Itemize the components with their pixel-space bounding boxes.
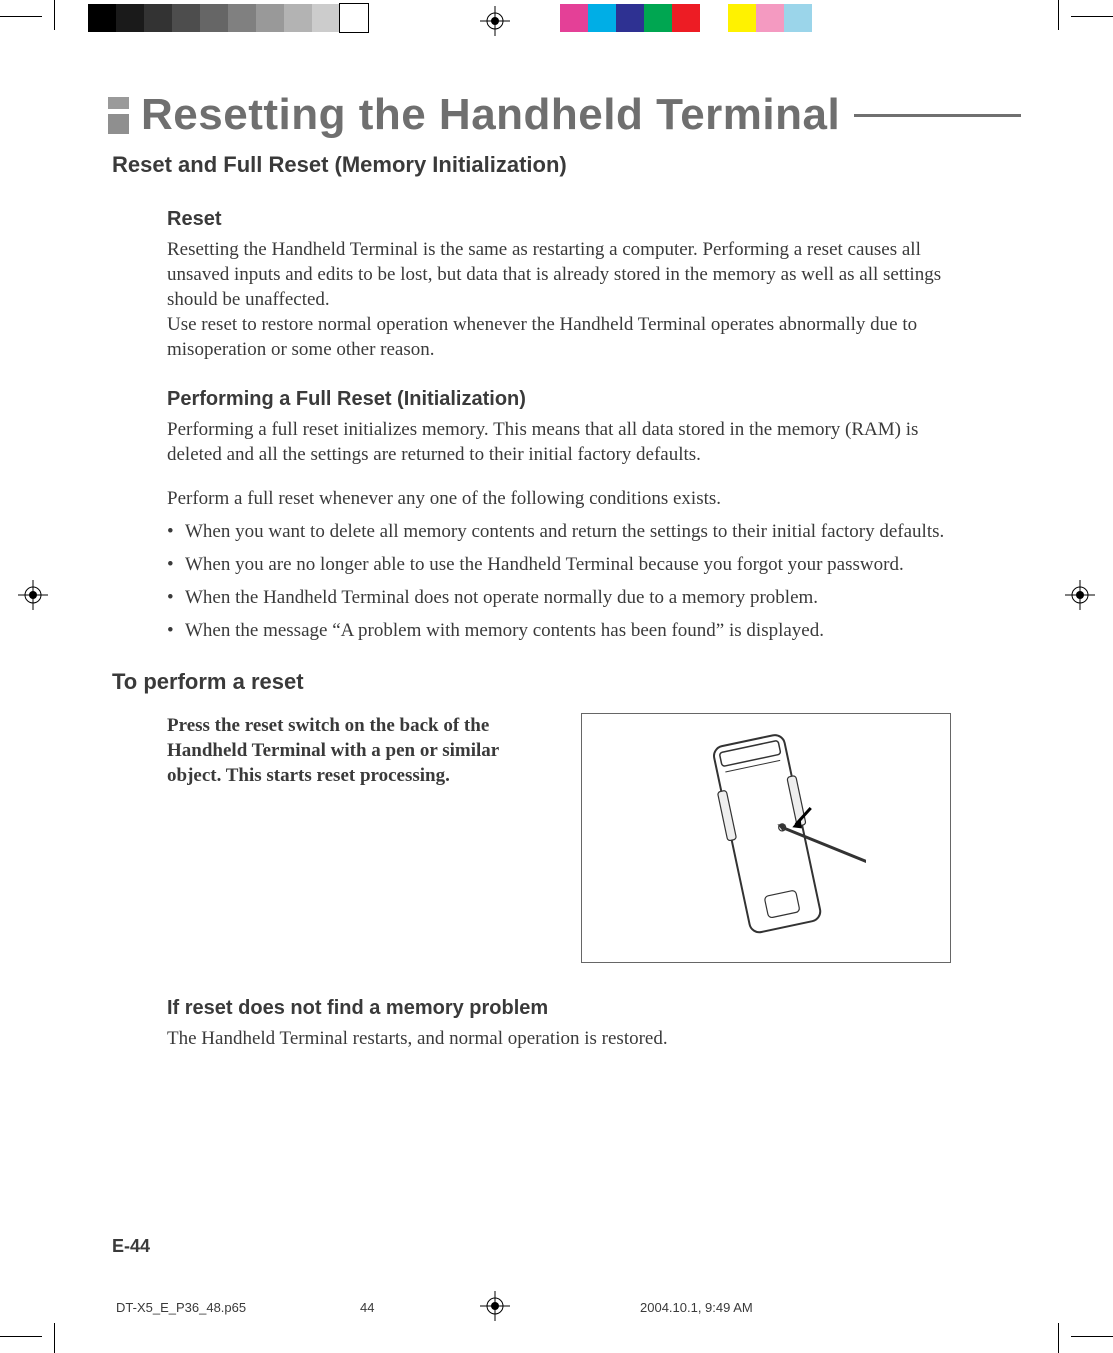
body-text: Performing a full reset initializes memo… [167, 417, 957, 467]
bullet-item: When you are no longer able to use the H… [167, 552, 957, 577]
page-title-row: Resetting the Handheld Terminal [108, 90, 1021, 140]
swatch [700, 4, 728, 32]
swatch [588, 4, 616, 32]
content: Reset and Full Reset (Memory Initializat… [112, 152, 992, 1051]
cropmark [1071, 1336, 1113, 1337]
cropmark [54, 0, 55, 30]
cropmark [1071, 16, 1113, 17]
full-reset-block: Performing a Full Reset (Initialization)… [167, 388, 957, 643]
swatch [340, 4, 368, 32]
title-accent-icon [108, 97, 129, 134]
swatch [560, 4, 588, 32]
bullet-list: When you want to delete all memory conte… [167, 519, 957, 643]
device-illustration [581, 713, 951, 963]
swatch [228, 4, 256, 32]
page-title: Resetting the Handheld Terminal [141, 90, 840, 140]
page: Resetting the Handheld Terminal Reset an… [0, 0, 1113, 1353]
swatch [312, 4, 340, 32]
reset-instruction-row: Press the reset switch on the back of th… [167, 713, 957, 963]
swatch [644, 4, 672, 32]
bullet-item: When you want to delete all memory conte… [167, 519, 957, 544]
body-text: The Handheld Terminal restarts, and norm… [167, 1026, 957, 1051]
slug-filename: DT-X5_E_P36_48.p65 [116, 1300, 246, 1315]
subheading-reset: Reset [167, 208, 957, 231]
swatch [256, 4, 284, 32]
swatch [672, 4, 700, 32]
page-number: E-44 [112, 1236, 150, 1257]
body-text: Perform a full reset whenever any one of… [167, 486, 957, 511]
grayscale-bar [88, 4, 368, 32]
swatch [144, 4, 172, 32]
section-heading: Reset and Full Reset (Memory Initializat… [112, 152, 992, 178]
swatch [784, 4, 812, 32]
swatch [756, 4, 784, 32]
color-bar [560, 4, 840, 32]
registration-mark-icon [480, 1291, 510, 1321]
cropmark [54, 1323, 55, 1353]
reset-block: Reset Resetting the Handheld Terminal is… [167, 208, 957, 362]
swatch [172, 4, 200, 32]
subheading-no-problem: If reset does not find a memory problem [167, 997, 957, 1020]
swatch [812, 4, 840, 32]
title-rule [854, 114, 1021, 117]
bullet-item: When the Handheld Terminal does not oper… [167, 585, 957, 610]
registration-mark-icon [480, 6, 510, 36]
cropmark [1058, 0, 1059, 30]
bullet-item: When the message “A problem with memory … [167, 618, 957, 643]
registration-mark-icon [18, 580, 48, 610]
sub-block: If reset does not find a memory problem … [167, 997, 957, 1051]
subheading-full-reset: Performing a Full Reset (Initialization) [167, 388, 957, 411]
swatch [728, 4, 756, 32]
reset-instruction-text: Press the reset switch on the back of th… [167, 713, 557, 788]
swatch [284, 4, 312, 32]
swatch [116, 4, 144, 32]
slug-date: 2004.10.1, 9:49 AM [640, 1300, 753, 1315]
cropmark [0, 16, 42, 17]
registration-mark-icon [1065, 580, 1095, 610]
section-heading: To perform a reset [112, 669, 992, 695]
swatch [88, 4, 116, 32]
swatch [616, 4, 644, 32]
body-text: Use reset to restore normal operation wh… [167, 312, 957, 362]
swatch [200, 4, 228, 32]
body-text: Resetting the Handheld Terminal is the s… [167, 237, 957, 312]
cropmark [0, 1336, 42, 1337]
cropmark [1058, 1323, 1059, 1353]
slug-page: 44 [360, 1300, 374, 1315]
